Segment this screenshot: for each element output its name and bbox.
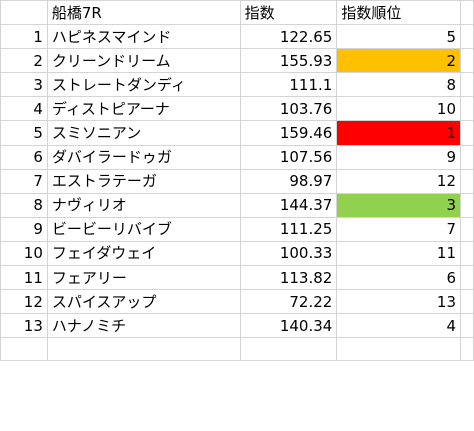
table-row: 6 ダバイラードゥガ 107.56 9 bbox=[0, 144, 474, 170]
table-row: 8 ナヴィリオ 144.37 3 bbox=[0, 192, 474, 218]
rank-cell[interactable]: 5 bbox=[336, 24, 461, 50]
index-value-cell[interactable]: 107.56 bbox=[239, 144, 338, 170]
row-number-cell[interactable]: 3 bbox=[0, 72, 48, 98]
horse-name-cell[interactable]: ナヴィリオ bbox=[46, 192, 241, 218]
rank-cell[interactable]: 11 bbox=[336, 240, 461, 267]
empty-cell[interactable] bbox=[336, 337, 461, 362]
row-number-cell[interactable]: 4 bbox=[0, 96, 48, 122]
horse-name-cell[interactable]: エストラテーガ bbox=[46, 168, 241, 194]
index-value-cell[interactable]: 122.65 bbox=[239, 24, 338, 50]
empty-cell[interactable] bbox=[460, 337, 474, 362]
rank-cell[interactable]: 2 bbox=[336, 48, 461, 74]
row-number-cell[interactable]: 5 bbox=[0, 120, 48, 146]
row-number-cell[interactable]: 6 bbox=[0, 144, 48, 170]
table-row: 3 ストレートダンディ 111.1 8 bbox=[0, 72, 474, 98]
extra-cell[interactable] bbox=[460, 168, 474, 194]
horse-name-cell[interactable]: クリーンドリーム bbox=[46, 48, 241, 74]
header-extra-cell[interactable] bbox=[460, 0, 474, 26]
index-value-cell[interactable]: 159.46 bbox=[239, 120, 338, 146]
horse-name-cell[interactable]: ディストピアーナ bbox=[46, 96, 241, 122]
horse-name-cell[interactable]: ダバイラードゥガ bbox=[46, 144, 241, 170]
index-value-cell[interactable]: 155.93 bbox=[239, 48, 338, 74]
table-row: 10 フェイダウェイ 100.33 11 bbox=[0, 240, 474, 267]
empty-cell[interactable] bbox=[239, 337, 338, 362]
extra-cell[interactable] bbox=[460, 144, 474, 170]
rank-cell[interactable]: 10 bbox=[336, 96, 461, 122]
header-row: 船橋7R 指数 指数順位 bbox=[0, 0, 474, 26]
table-row: 7 エストラテーガ 98.97 12 bbox=[0, 168, 474, 194]
empty-cell[interactable] bbox=[46, 337, 241, 362]
row-number-cell[interactable]: 13 bbox=[0, 313, 48, 339]
rank-cell[interactable]: 13 bbox=[336, 289, 461, 315]
data-grid: 船橋7R 指数 指数順位 1 ハピネスマインド 122.65 5 2 クリーンドリーム 15… bbox=[0, 0, 474, 362]
row-number-cell[interactable]: 1 bbox=[0, 24, 48, 50]
rank-cell[interactable]: 1 bbox=[336, 120, 461, 146]
extra-cell[interactable] bbox=[460, 96, 474, 122]
index-value-cell[interactable]: 100.33 bbox=[239, 240, 338, 267]
extra-cell[interactable] bbox=[460, 216, 474, 242]
table-row: 9 ビービーリバイブ 111.25 7 bbox=[0, 216, 474, 242]
rank-cell[interactable]: 8 bbox=[336, 72, 461, 98]
header-name-cell[interactable]: 船橋7R bbox=[46, 0, 241, 26]
horse-name-cell[interactable]: ビービーリバイブ bbox=[46, 216, 241, 242]
row-number-cell[interactable]: 7 bbox=[0, 168, 48, 194]
horse-name-cell[interactable]: ハピネスマインド bbox=[46, 24, 241, 50]
row-number-cell[interactable]: 2 bbox=[0, 48, 48, 74]
empty-cell[interactable] bbox=[0, 337, 48, 362]
extra-cell[interactable] bbox=[460, 192, 474, 218]
rank-cell[interactable]: 4 bbox=[336, 313, 461, 339]
index-value-cell[interactable]: 103.76 bbox=[239, 96, 338, 122]
table-row: 12 スパイスアップ 72.22 13 bbox=[0, 289, 474, 315]
extra-cell[interactable] bbox=[460, 289, 474, 315]
extra-cell[interactable] bbox=[460, 48, 474, 74]
header-index-cell[interactable]: 指数 bbox=[239, 0, 338, 26]
index-value-cell[interactable]: 113.82 bbox=[239, 265, 338, 291]
horse-name-cell[interactable]: フェイダウェイ bbox=[46, 240, 241, 267]
empty-row bbox=[0, 337, 474, 362]
index-value-cell[interactable]: 111.1 bbox=[239, 72, 338, 98]
extra-cell[interactable] bbox=[460, 313, 474, 339]
rank-cell[interactable]: 6 bbox=[336, 265, 461, 291]
rank-cell[interactable]: 9 bbox=[336, 144, 461, 170]
index-value-cell[interactable]: 140.34 bbox=[239, 313, 338, 339]
row-number-cell[interactable]: 10 bbox=[0, 240, 48, 267]
grid-body: 船橋7R 指数 指数順位 1 ハピネスマインド 122.65 5 2 クリーンドリーム 15… bbox=[0, 0, 474, 362]
index-value-cell[interactable]: 72.22 bbox=[239, 289, 338, 315]
table-row: 2 クリーンドリーム 155.93 2 bbox=[0, 48, 474, 74]
table-row: 1 ハピネスマインド 122.65 5 bbox=[0, 24, 474, 50]
rank-cell[interactable]: 7 bbox=[336, 216, 461, 242]
table-row: 5 スミソニアン 159.46 1 bbox=[0, 120, 474, 146]
horse-name-cell[interactable]: スパイスアップ bbox=[46, 289, 241, 315]
horse-name-cell[interactable]: フェアリー bbox=[46, 265, 241, 291]
index-value-cell[interactable]: 111.25 bbox=[239, 216, 338, 242]
extra-cell[interactable] bbox=[460, 24, 474, 50]
horse-name-cell[interactable]: ストレートダンディ bbox=[46, 72, 241, 98]
horse-name-cell[interactable]: スミソニアン bbox=[46, 120, 241, 146]
header-rank-cell[interactable]: 指数順位 bbox=[336, 0, 461, 26]
corner-cell[interactable] bbox=[0, 0, 48, 26]
row-number-cell[interactable]: 12 bbox=[0, 289, 48, 315]
extra-cell[interactable] bbox=[460, 72, 474, 98]
row-number-cell[interactable]: 8 bbox=[0, 192, 48, 218]
row-number-cell[interactable]: 9 bbox=[0, 216, 48, 242]
index-value-cell[interactable]: 98.97 bbox=[239, 168, 338, 194]
table-row: 13 ハナノミチ 140.34 4 bbox=[0, 313, 474, 339]
rank-cell[interactable]: 3 bbox=[336, 192, 461, 218]
extra-cell[interactable] bbox=[460, 120, 474, 146]
extra-cell[interactable] bbox=[460, 265, 474, 291]
extra-cell[interactable] bbox=[460, 240, 474, 267]
row-number-cell[interactable]: 11 bbox=[0, 265, 48, 291]
table-row: 4 ディストピアーナ 103.76 10 bbox=[0, 96, 474, 122]
horse-name-cell[interactable]: ハナノミチ bbox=[46, 313, 241, 339]
rank-cell[interactable]: 12 bbox=[336, 168, 461, 194]
index-value-cell[interactable]: 144.37 bbox=[239, 192, 338, 218]
table-row: 11 フェアリー 113.82 6 bbox=[0, 265, 474, 291]
